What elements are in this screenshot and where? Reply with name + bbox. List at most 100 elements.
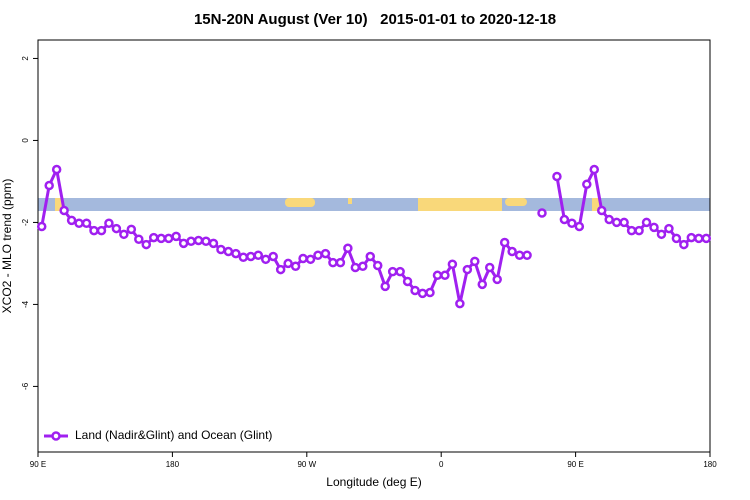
data-point — [104, 218, 114, 228]
data-point — [216, 244, 226, 255]
data-point — [343, 243, 353, 254]
data-point — [417, 288, 428, 299]
data-point — [522, 250, 532, 260]
data-point — [51, 164, 62, 175]
data-point — [589, 164, 600, 175]
data-point — [156, 233, 166, 244]
data-point — [238, 252, 249, 263]
data-point — [186, 236, 196, 247]
data-point — [89, 225, 99, 236]
y-tick-label: -4 — [21, 300, 30, 308]
data-point — [440, 270, 450, 281]
data-point — [664, 223, 674, 234]
y-tick-label: 0 — [21, 138, 30, 143]
data-point — [59, 205, 69, 216]
data-point — [649, 222, 659, 233]
data-point — [425, 287, 435, 298]
data-point — [193, 235, 204, 246]
y-axis-label: XCO2 - MLO trend (ppm) — [0, 179, 14, 314]
data-point — [246, 251, 256, 262]
data-point — [395, 266, 405, 277]
data-point — [96, 225, 107, 236]
data-point — [126, 224, 137, 235]
data-point — [484, 262, 495, 273]
data-point — [596, 205, 607, 216]
legend-label: Land (Nadir&Glint) and Ocean (Glint) — [75, 428, 272, 442]
data-point — [447, 259, 458, 269]
data-point — [66, 215, 77, 226]
plot-frame — [37, 39, 711, 453]
y-tick-label: -2 — [21, 218, 30, 226]
data-point — [537, 208, 547, 218]
data-point — [148, 232, 159, 243]
data-point — [604, 214, 614, 225]
data-point — [171, 231, 181, 242]
data-point — [387, 266, 398, 277]
data-point — [410, 285, 420, 296]
data-point — [298, 253, 308, 264]
data-point — [223, 246, 234, 257]
data-point — [208, 238, 219, 249]
y-tick-label: 2 — [21, 56, 30, 61]
data-point — [358, 261, 368, 272]
data-point — [44, 180, 54, 191]
data-point — [119, 229, 129, 240]
data-point — [253, 250, 264, 260]
data-point — [350, 262, 361, 273]
data-point — [432, 270, 443, 281]
land-ocean-band — [38, 198, 710, 211]
data-point — [268, 251, 278, 262]
data-point — [283, 258, 293, 269]
x-tick-label: 90 E — [567, 460, 583, 469]
data-point — [477, 279, 488, 290]
data-point — [163, 233, 174, 244]
data-point — [656, 229, 667, 240]
data-point — [81, 218, 92, 228]
x-axis-label: Longitude (deg E) — [326, 475, 421, 489]
data-point — [582, 179, 592, 190]
data-point — [313, 250, 323, 260]
data-point — [462, 264, 473, 275]
x-tick-label: 0 — [439, 460, 444, 469]
data-point — [74, 218, 84, 228]
data-point — [619, 217, 629, 228]
data-point — [492, 274, 502, 285]
data-point — [290, 261, 301, 272]
data-point — [626, 225, 637, 236]
data-point — [694, 233, 704, 244]
data-point — [134, 234, 144, 244]
data-point — [372, 260, 383, 271]
data-point — [380, 281, 390, 292]
data-point — [328, 257, 338, 268]
data-point — [470, 256, 480, 267]
x-tick-label: 90 E — [30, 460, 46, 469]
data-point — [141, 239, 152, 250]
x-tick-label: 180 — [166, 460, 180, 469]
legend-marker — [51, 431, 61, 441]
data-point — [552, 171, 562, 182]
data-point — [701, 233, 712, 244]
data-point — [507, 246, 517, 257]
data-point — [305, 254, 316, 265]
data-point — [455, 298, 465, 309]
data-point — [402, 276, 413, 287]
data-point — [679, 239, 689, 250]
data-point — [111, 223, 122, 234]
data-point — [499, 237, 510, 248]
data-point — [574, 221, 585, 232]
data-point — [36, 221, 47, 232]
data-point — [275, 264, 286, 275]
data-point — [178, 238, 189, 249]
data-point — [686, 232, 697, 243]
data-point — [320, 248, 331, 259]
x-tick-label: 90 W — [297, 460, 316, 469]
data-point — [514, 250, 525, 260]
y-tick-label: -6 — [21, 382, 30, 390]
data-point — [671, 233, 682, 244]
data-point — [260, 254, 271, 265]
data-point — [365, 251, 376, 262]
data-point — [634, 225, 644, 236]
data-point — [559, 214, 570, 225]
data-point — [231, 248, 241, 259]
